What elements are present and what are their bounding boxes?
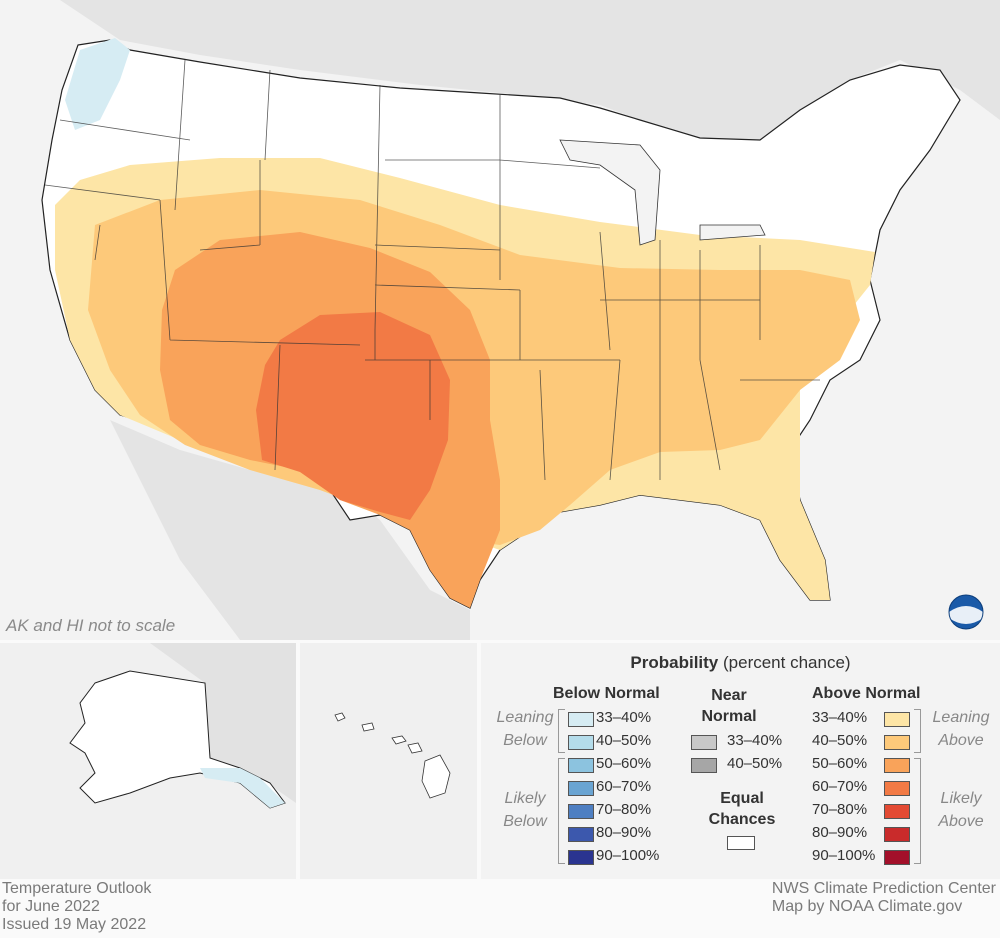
above-normal-swatch	[884, 804, 910, 819]
above-normal-swatch	[884, 850, 910, 865]
leaning-below-line2: Below	[503, 732, 547, 749]
below-normal-swatch	[568, 827, 594, 842]
alaska-inset	[0, 643, 296, 879]
equal-chances-heading: Equal Chances	[697, 788, 787, 830]
conus-map: AK and HI not to scale	[6, 0, 1000, 640]
outlook-caption: Temperature Outlook for June 2022 Issued…	[2, 880, 151, 934]
legend-title-rest: (percent chance)	[723, 653, 851, 672]
above-normal-swatch	[884, 735, 910, 750]
above-normal-label: 90–100%	[812, 847, 876, 864]
scale-note: AK and HI not to scale	[6, 616, 176, 635]
near-normal-swatch	[691, 758, 717, 773]
below-normal-label: 33–40%	[596, 709, 652, 726]
leaning-above-line2: Above	[938, 732, 984, 749]
leaning-above-label: Leaning Above	[921, 706, 1000, 752]
near-normal-line2: Normal	[701, 708, 757, 725]
near-normal-line1: Near	[711, 687, 747, 704]
equal-line1: Equal	[720, 790, 764, 807]
near-normal-heading: Near Normal	[689, 685, 769, 727]
bracket-likely-below	[558, 758, 565, 864]
below-normal-label: 90–100%	[596, 847, 660, 864]
above-normal-label: 80–90%	[812, 824, 868, 841]
above-normal-label: 70–80%	[812, 801, 868, 818]
near-normal-label: 40–50%	[727, 755, 783, 772]
credits: NWS Climate Prediction Center Map by NOA…	[772, 880, 996, 916]
bracket-leaning-above	[914, 709, 921, 753]
likely-above-line2: Above	[938, 813, 984, 830]
likely-above-label: Likely Above	[921, 787, 1000, 833]
below-normal-label: 70–80%	[596, 801, 652, 818]
bracket-leaning-below	[558, 709, 565, 753]
equal-chances-swatch	[727, 836, 755, 850]
likely-below-label: Likely Below	[485, 787, 565, 833]
below-normal-label: 40–50%	[596, 732, 652, 749]
above-normal-swatch	[884, 781, 910, 796]
below-normal-swatch	[568, 804, 594, 819]
credit-climate-gov: Map by NOAA Climate.gov	[771, 898, 963, 915]
above-normal-swatch	[884, 712, 910, 727]
near-normal-swatch	[691, 735, 717, 750]
below-normal-heading: Below Normal	[553, 685, 660, 702]
noaa-logo	[948, 594, 984, 630]
likely-above-line1: Likely	[940, 790, 982, 807]
below-normal-swatch	[568, 850, 594, 865]
below-normal-label: 50–60%	[596, 755, 652, 772]
above-normal-swatch	[884, 827, 910, 842]
equal-line2: Chances	[708, 811, 776, 828]
leaning-below-label: Leaning Below	[485, 706, 565, 752]
above-normal-label: 60–70%	[812, 778, 868, 795]
below-normal-label: 80–90%	[596, 824, 652, 841]
outlook-issued: Issued 19 May 2022	[2, 916, 147, 933]
legend-title-bold: Probability	[630, 653, 719, 672]
below-normal-swatch	[568, 712, 594, 727]
below-normal-swatch	[568, 781, 594, 796]
above-normal-label: 40–50%	[812, 732, 868, 749]
near-normal-label: 33–40%	[727, 732, 783, 749]
outlook-period: for June 2022	[2, 898, 100, 915]
below-normal-swatch	[568, 758, 594, 773]
above-normal-heading: Above Normal	[812, 685, 921, 702]
below-normal-label: 60–70%	[596, 778, 652, 795]
credit-cpc: NWS Climate Prediction Center	[771, 880, 996, 897]
leaning-above-line1: Leaning	[932, 709, 990, 726]
likely-below-line1: Likely	[504, 790, 546, 807]
below-normal-swatch	[568, 735, 594, 750]
leaning-below-line1: Leaning	[496, 709, 554, 726]
legend-title: Probability (percent chance)	[481, 653, 1000, 673]
bracket-likely-above	[914, 758, 921, 864]
legend: Probability (percent chance) Below Norma…	[481, 643, 1000, 879]
likely-below-line2: Below	[503, 813, 547, 830]
outlook-title: Temperature Outlook	[2, 880, 152, 897]
above-normal-swatch	[884, 758, 910, 773]
above-normal-label: 50–60%	[812, 755, 868, 772]
above-normal-label: 33–40%	[812, 709, 868, 726]
hawaii-inset	[300, 643, 477, 879]
